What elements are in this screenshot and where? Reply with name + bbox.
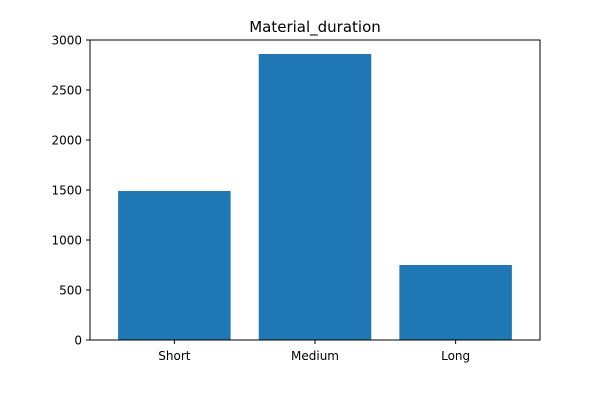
x-tick-label: Medium xyxy=(291,349,339,363)
plot-area: 0 500 1000 1500 2000 2500 3000 Short Medium Long xyxy=(51,34,541,363)
y-tick-label: 1000 xyxy=(51,234,82,248)
x-tick-label: Long xyxy=(441,349,470,363)
bar-short xyxy=(118,191,231,340)
chart-title: Material_duration xyxy=(249,18,381,37)
x-tick-label: Short xyxy=(158,349,190,363)
y-tick-label: 500 xyxy=(59,284,82,298)
y-tick-label: 3000 xyxy=(51,34,82,48)
y-tick-label: 0 xyxy=(74,334,82,348)
bar-long xyxy=(399,265,512,340)
y-tick-label: 1500 xyxy=(51,184,82,198)
y-tick-label: 2000 xyxy=(51,134,82,148)
bar-medium xyxy=(258,54,372,340)
y-tick-label: 2500 xyxy=(51,84,82,98)
